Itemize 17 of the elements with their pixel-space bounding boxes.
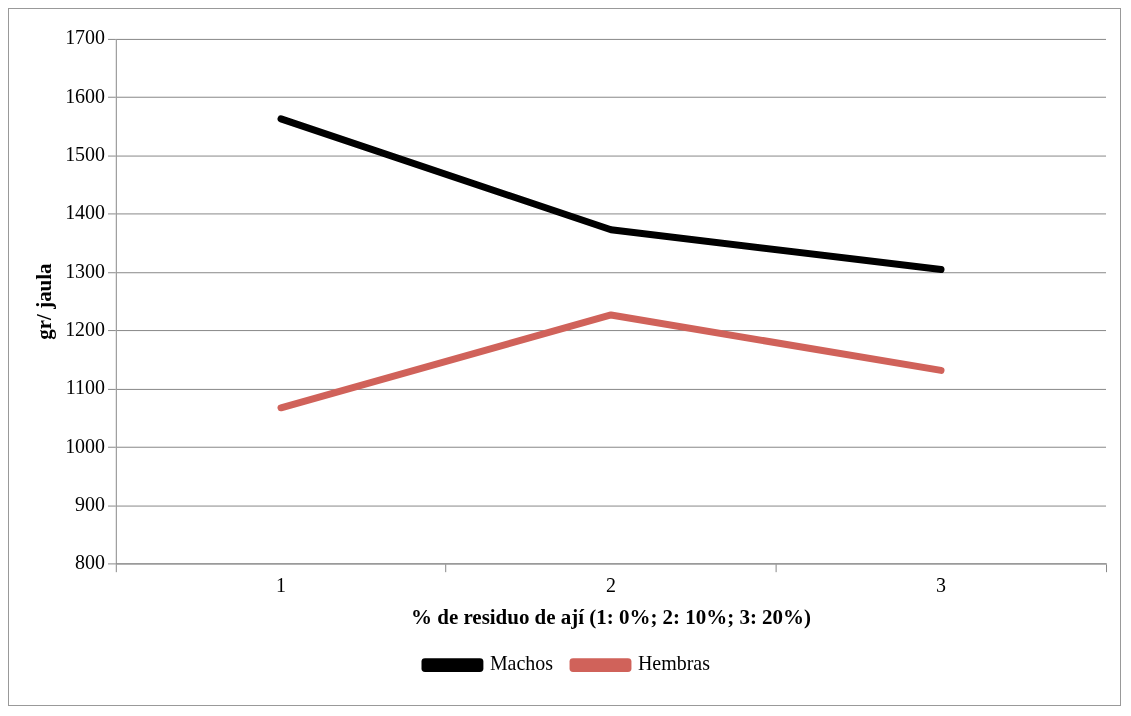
y-tick-label: 800 [75,551,106,574]
y-tick-label: 1100 [65,376,106,399]
y-tick-label: 1400 [65,201,106,224]
y-tick-label: 1700 [65,26,106,49]
x-axis-title: % de residuo de ají (1: 0%; 2: 10%; 3: 20%) [411,605,812,630]
y-tick-label: 1300 [65,259,106,282]
y-tick-label: 1600 [65,84,106,107]
y-axis-title: gr/ jaula [31,262,56,340]
x-tick-label: 3 [936,574,947,597]
x-tick-label: 1 [276,574,286,597]
y-tick-label: 1000 [65,434,106,457]
y-tick-label: 1500 [65,142,106,165]
y-tick-label: 1200 [65,317,106,340]
y-tick-label: 900 [75,493,106,516]
legend-label: Machos [489,652,554,675]
legend-label: Hembras [637,652,711,675]
x-tick-label: 2 [606,574,616,597]
